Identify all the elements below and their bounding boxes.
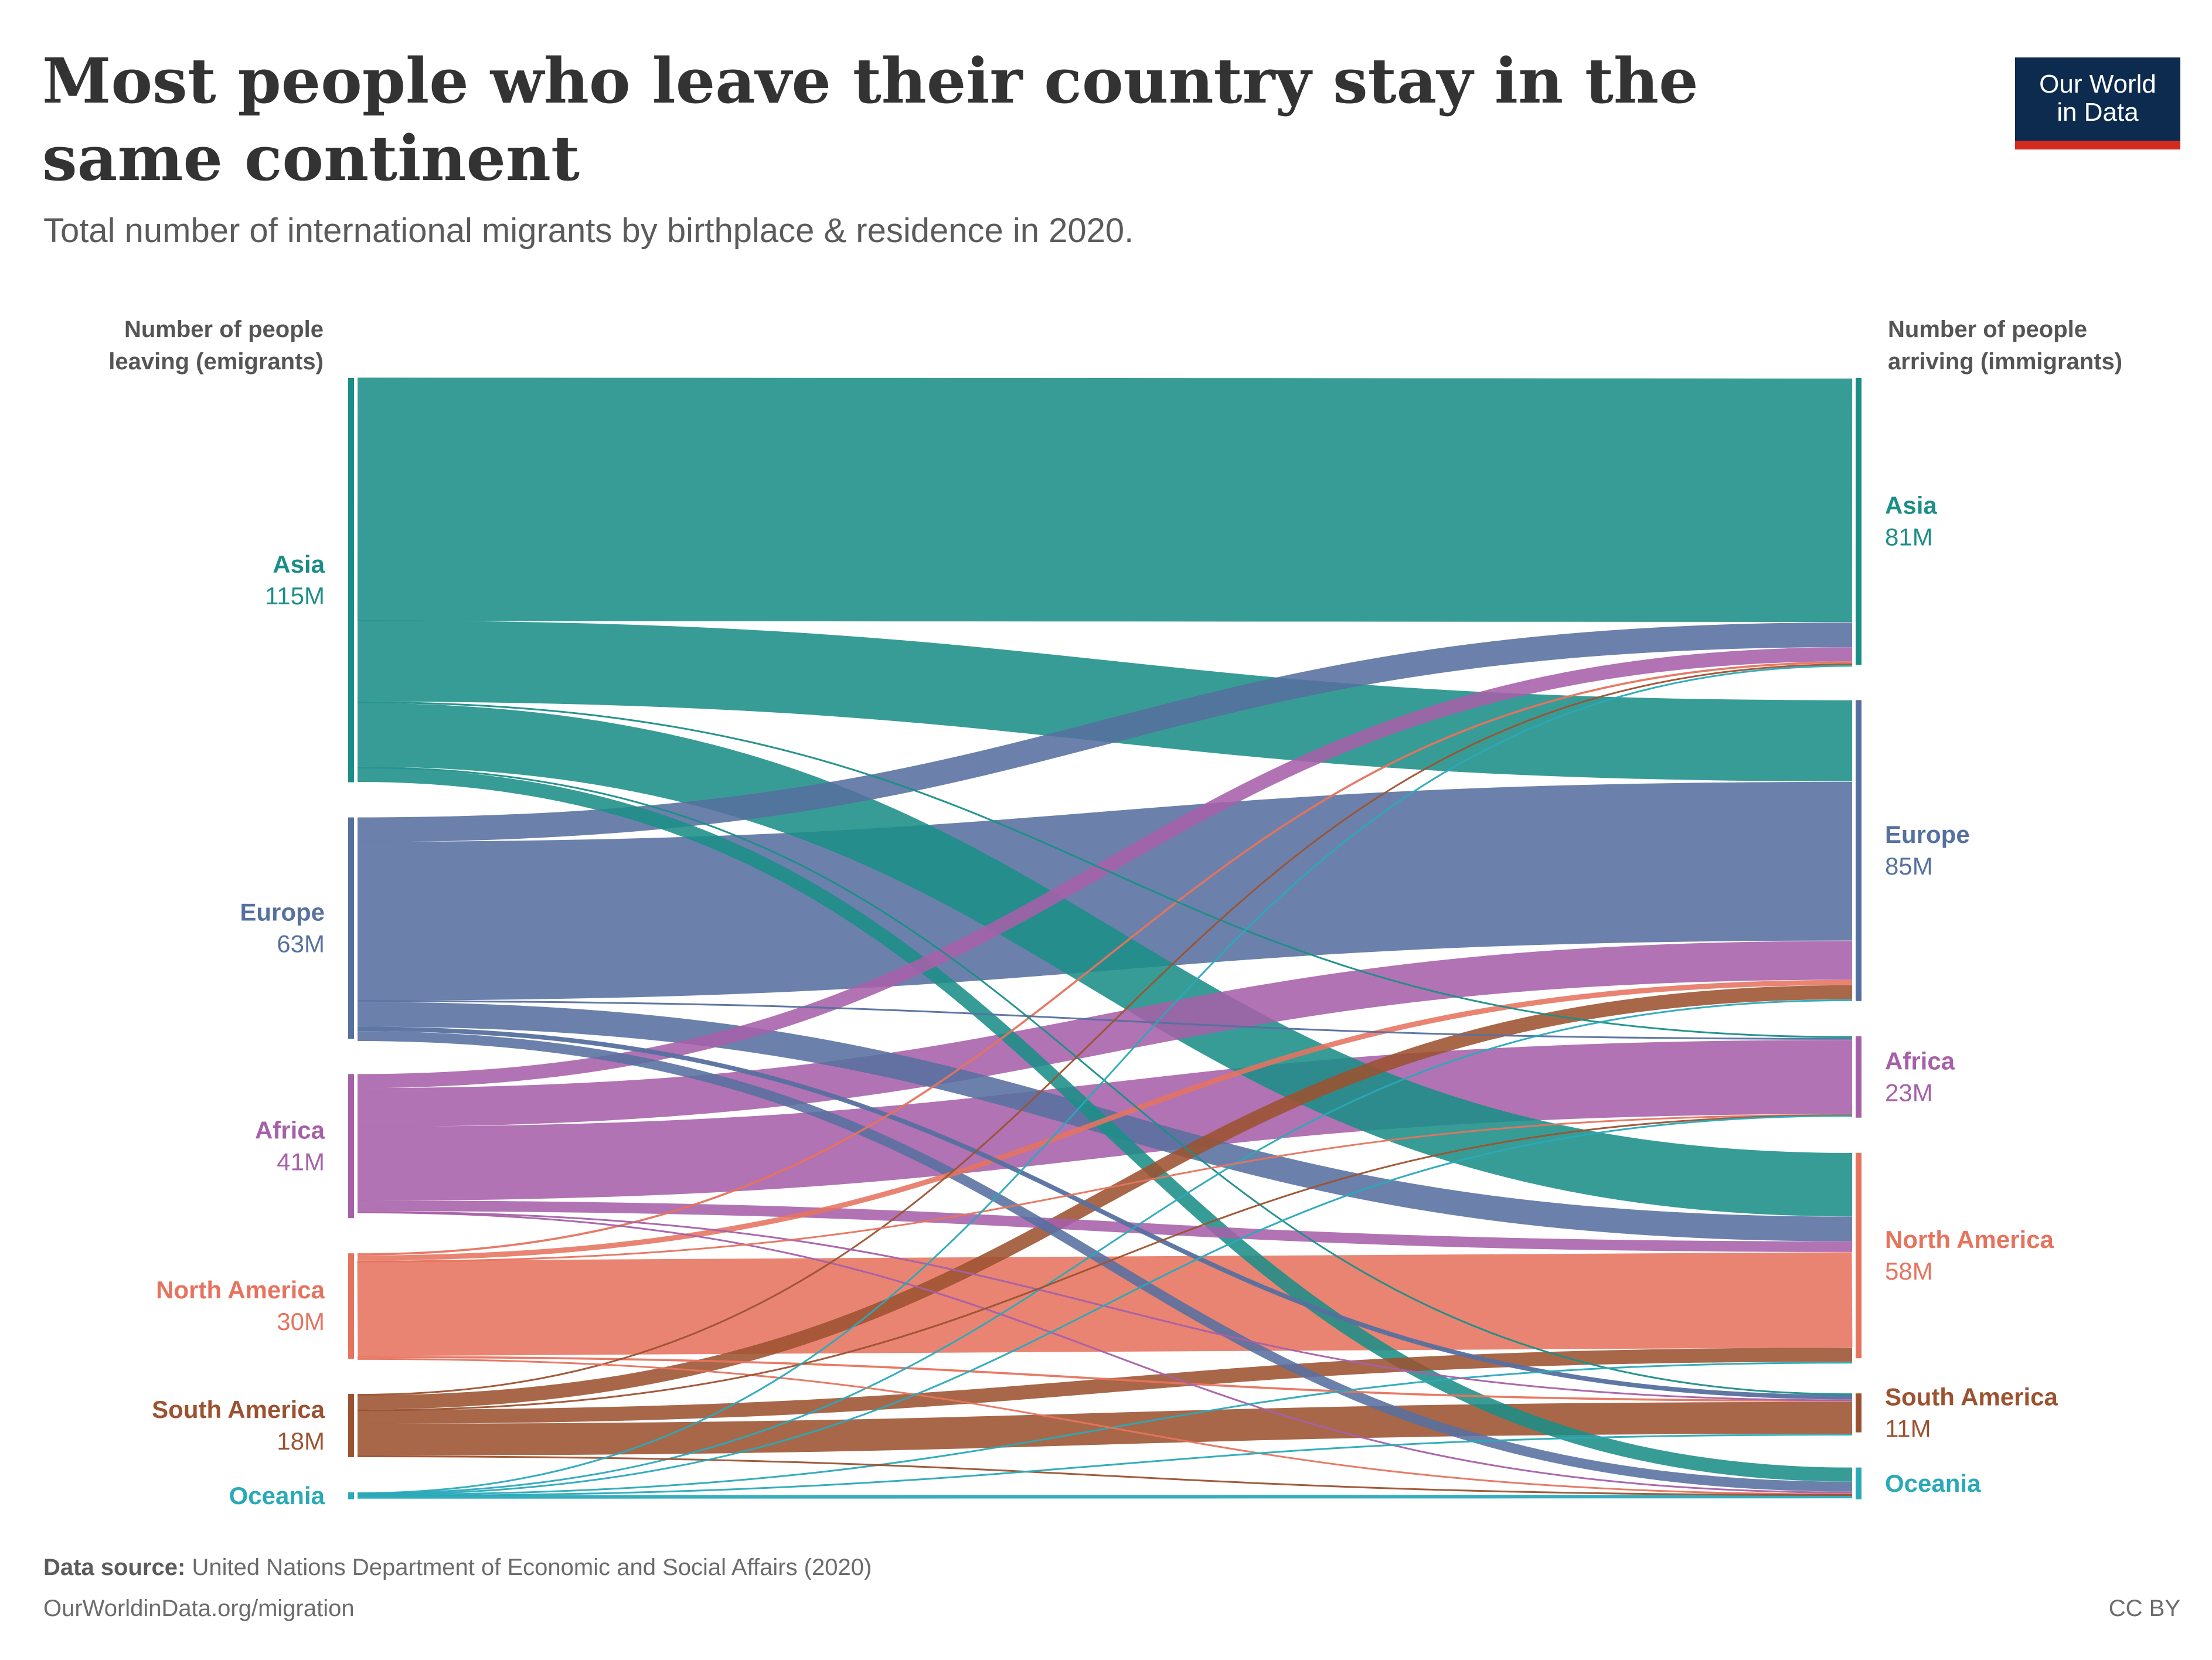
data-source: Data source: United Nations Department o… [43, 1554, 872, 1581]
right-node-bar-africa[interactable] [1856, 1036, 1862, 1118]
left-node-name-africa: Africa [255, 1116, 325, 1144]
left-node-name-asia: Asia [273, 550, 325, 578]
left-node-value-south-america: 18M [277, 1427, 325, 1455]
flow-europe-to-south-america[interactable] [357, 1026, 1853, 1400]
right-node-bar-asia[interactable] [1856, 378, 1862, 665]
chart-title: Most people who leave their country stay… [42, 44, 1699, 195]
left-node-value-europe: 63M [277, 930, 325, 957]
left-node-name-south-america: South America [152, 1396, 325, 1423]
chart-subtitle: Total number of international migrants b… [43, 212, 1134, 250]
node-layer [348, 378, 1862, 1499]
flow-north-america-to-africa[interactable] [357, 1114, 1853, 1263]
right-node-name-south-america: South America [1885, 1383, 2058, 1410]
flow-africa-to-europe[interactable] [357, 941, 1853, 1127]
left-node-bar-asia[interactable] [348, 378, 354, 783]
left-node-bar-africa[interactable] [348, 1074, 354, 1219]
left-node-bar-oceania[interactable] [348, 1492, 354, 1499]
flow-layer [357, 377, 1853, 1499]
right-node-bar-north-america[interactable] [1856, 1152, 1862, 1359]
right-axis-title-line-1: Number of people [1888, 317, 2088, 342]
data-source-text: United Nations Department of Economic an… [192, 1554, 872, 1580]
flow-oceania-to-europe[interactable] [357, 999, 1853, 1495]
flow-oceania-to-oceania[interactable] [357, 1495, 1853, 1499]
source-url-link[interactable]: OurWorldinData.org/migration [43, 1596, 355, 1621]
flow-asia-to-asia[interactable] [357, 377, 1853, 622]
left-node-bar-north-america[interactable] [348, 1253, 354, 1359]
right-node-value-asia: 81M [1885, 523, 1933, 551]
flow-north-america-to-asia[interactable] [357, 661, 1853, 1256]
data-source-label: Data source: [43, 1554, 186, 1580]
flow-europe-to-oceania[interactable] [357, 1031, 1853, 1492]
logo-line-1: Our World [2039, 70, 2156, 98]
right-node-name-europe: Europe [1885, 821, 1970, 848]
right-node-name-north-america: North America [1885, 1226, 2054, 1253]
flow-asia-to-north-america[interactable] [357, 703, 1853, 1217]
flow-asia-to-europe[interactable] [357, 620, 1853, 782]
left-axis-title: Number of people leaving (emigrants) [108, 314, 324, 378]
flow-asia-to-oceania[interactable] [357, 767, 1853, 1482]
logo-accent-bar [2015, 141, 2180, 149]
flow-europe-to-africa[interactable] [357, 1000, 1853, 1040]
right-node-bar-south-america[interactable] [1856, 1393, 1862, 1433]
right-node-value-africa: 23M [1885, 1079, 1933, 1106]
flow-oceania-to-south-america[interactable] [357, 1434, 1853, 1497]
right-node-name-oceania: Oceania [1885, 1469, 1981, 1497]
right-node-bar-oceania[interactable] [1856, 1467, 1862, 1499]
flow-oceania-to-asia[interactable] [357, 665, 1853, 1495]
flow-africa-to-oceania[interactable] [357, 1211, 1853, 1494]
left-axis-title-line-1: Number of people [124, 317, 324, 342]
flow-oceania-to-north-america[interactable] [357, 1362, 1853, 1496]
flow-south-america-to-africa[interactable] [357, 1114, 1853, 1411]
owid-logo[interactable]: Our World in Data [2015, 57, 2180, 149]
flow-south-america-to-oceania[interactable] [357, 1455, 1853, 1496]
left-node-name-north-america: North America [156, 1276, 325, 1304]
left-node-value-asia: 115M [265, 582, 325, 610]
flow-north-america-to-oceania[interactable] [357, 1358, 1853, 1495]
left-node-value-north-america: 30M [277, 1308, 325, 1335]
left-axis-title-line-2: leaving (emigrants) [108, 349, 324, 375]
right-node-bar-europe[interactable] [1856, 700, 1862, 1001]
right-axis-title-line-2: arriving (immigrants) [1888, 349, 2123, 375]
flow-africa-to-north-america[interactable] [357, 1200, 1853, 1252]
flow-oceania-to-africa[interactable] [357, 1114, 1853, 1496]
flow-europe-to-europe[interactable] [357, 781, 1853, 1001]
flow-south-america-to-north-america[interactable] [357, 1348, 1853, 1424]
left-node-bar-europe[interactable] [348, 817, 354, 1039]
flow-south-america-to-asia[interactable] [357, 663, 1853, 1396]
right-node-value-north-america: 58M [1885, 1257, 1933, 1285]
license-link[interactable]: CC BY [2108, 1596, 2180, 1621]
logo-line-2: in Data [2057, 98, 2139, 127]
left-node-name-europe: Europe [240, 898, 325, 926]
flow-north-america-to-north-america[interactable] [357, 1252, 1853, 1356]
flow-asia-to-africa[interactable] [357, 701, 1853, 1038]
right-node-value-south-america: 11M [1885, 1414, 1931, 1442]
right-node-name-asia: Asia [1885, 492, 1937, 519]
flow-south-america-to-europe[interactable] [357, 985, 1853, 1410]
left-node-value-africa: 41M [277, 1148, 325, 1175]
right-axis-title: Number of people arriving (immigrants) [1888, 314, 2122, 378]
right-node-value-europe: 85M [1885, 852, 1933, 880]
label-layer: Asia 115M Europe 63M Africa 41M North America 3… [152, 492, 2058, 1509]
flow-north-america-to-south-america[interactable] [357, 1356, 1853, 1402]
right-node-name-africa: Africa [1885, 1047, 1955, 1074]
left-node-name-oceania: Oceania [229, 1482, 325, 1509]
left-node-bar-south-america[interactable] [348, 1394, 354, 1458]
flow-north-america-to-europe[interactable] [357, 979, 1853, 1261]
